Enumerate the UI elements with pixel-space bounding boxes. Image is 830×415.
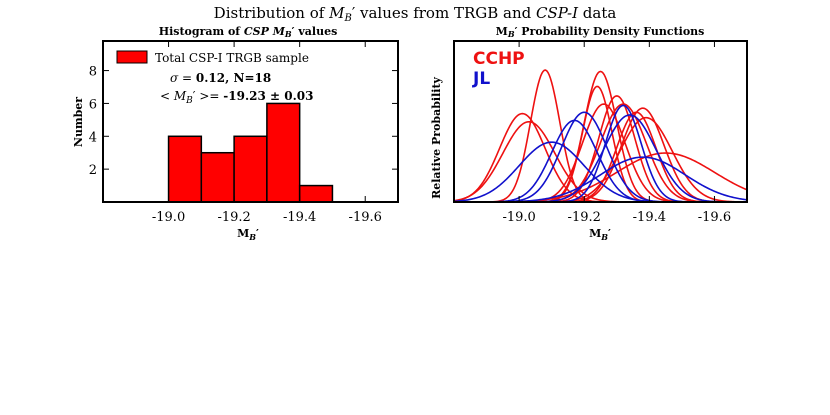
right-x-tick-label: -19.4 — [633, 210, 666, 225]
figure-suptitle: Distribution of MB′ values from TRGB and… — [214, 4, 617, 24]
histogram-bar — [266, 102, 301, 203]
histogram-bar — [167, 135, 203, 203]
right-plot-frame — [453, 40, 748, 203]
left-y-tick-label: 2 — [89, 163, 97, 178]
left-y-tick-label: 4 — [89, 130, 97, 145]
histogram-bar — [298, 184, 334, 203]
label-jl: JL — [472, 69, 490, 89]
annotation-sigma: σ = 0.12, N=18 — [170, 71, 271, 85]
left-y-tick-label: 8 — [89, 65, 97, 80]
right-x-axis-label: MB′ — [589, 227, 611, 242]
left-x-tick-label: -19.0 — [152, 210, 185, 225]
right-x-ticks: -19.0 -19.2 -19.4 -19.6 — [502, 41, 731, 225]
left-plot-frame — [102, 40, 399, 203]
right-x-tick-label: -19.2 — [568, 210, 601, 225]
histogram-bar — [200, 151, 235, 203]
left-y-axis-label: Number — [72, 97, 85, 147]
right-x-tick-label: -19.0 — [502, 210, 535, 225]
left-x-axis-label: MB′ — [237, 227, 259, 242]
annotation-mean: < MB′ >= -19.23 ± 0.03 — [160, 89, 313, 106]
histogram-bars — [167, 102, 334, 203]
histogram-bar — [233, 135, 268, 203]
legend-swatch — [116, 50, 148, 64]
left-x-ticks: -19.0 -19.2 -19.4 -19.6 — [152, 41, 382, 225]
legend-label: Total CSP-I TRGB sample — [155, 51, 309, 65]
right-panel-title: MB′ Probability Density Functions — [496, 25, 705, 39]
label-cchp: CCHP — [473, 49, 525, 69]
left-x-tick-label: -19.2 — [217, 210, 250, 225]
left-x-tick-label: -19.6 — [349, 210, 382, 225]
left-y-tick-label: 6 — [89, 97, 97, 112]
right-x-tick-label: -19.6 — [698, 210, 731, 225]
left-x-tick-label: -19.4 — [283, 210, 316, 225]
right-y-axis-label: Relative Probability — [430, 76, 443, 198]
pdf-curves — [453, 69, 748, 203]
left-panel-title: Histogram of CSP MB′ values — [159, 25, 338, 39]
